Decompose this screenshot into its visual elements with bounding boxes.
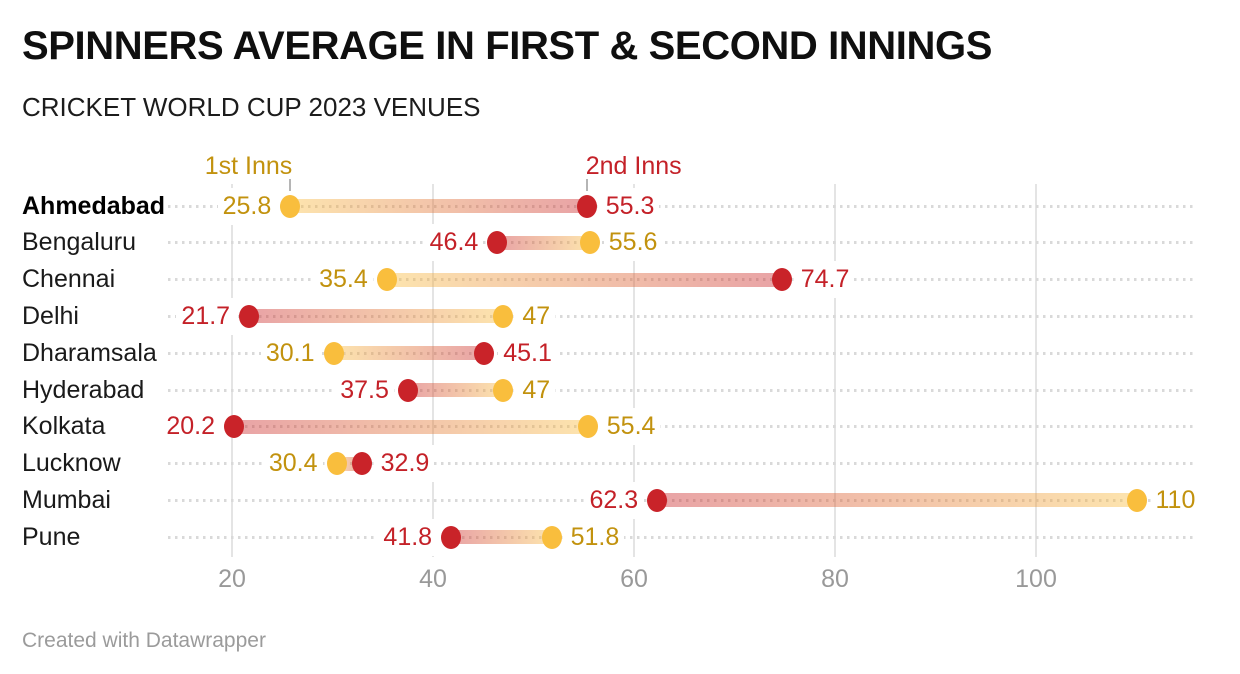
row-leader-line bbox=[168, 314, 1197, 318]
x-axis-tick-label: 20 bbox=[218, 565, 246, 593]
row-leader-line bbox=[168, 498, 1197, 502]
second-inns-value: 46.4 bbox=[424, 224, 484, 262]
second-inns-value: 74.7 bbox=[795, 261, 855, 299]
second-inns-dot bbox=[576, 194, 597, 218]
row-leader-line bbox=[168, 278, 1197, 282]
venue-row: Kolkata 20.2 55.4 bbox=[0, 408, 1240, 446]
second-inns-dot bbox=[647, 488, 668, 512]
row-leader-line bbox=[168, 462, 1197, 466]
first-inns-value: 25.8 bbox=[217, 187, 277, 225]
range-bar bbox=[657, 493, 1137, 508]
venue-row: Ahmedabad 25.8 55.3 bbox=[0, 187, 1240, 225]
first-inns-value: 30.1 bbox=[260, 334, 320, 372]
first-inns-value: 47 bbox=[517, 297, 556, 335]
venue-label: Ahmedabad bbox=[22, 191, 166, 220]
first-inns-value: 51.8 bbox=[565, 518, 625, 556]
range-bar bbox=[333, 346, 485, 361]
chart-subtitle: CRICKET WORLD CUP 2023 VENUES bbox=[22, 92, 481, 122]
legend-first-inns-label: 1st Inns bbox=[204, 152, 293, 180]
venue-label: Kolkata bbox=[22, 412, 106, 441]
first-inns-dot bbox=[376, 268, 397, 292]
legend-second-inns-label: 2nd Inns bbox=[585, 152, 682, 180]
venue-row: Mumbai 62.3 110 bbox=[0, 481, 1240, 519]
x-gridline bbox=[1035, 184, 1037, 557]
second-inns-value: 37.5 bbox=[335, 371, 394, 409]
first-inns-dot bbox=[541, 525, 562, 549]
row-leader-line bbox=[168, 535, 1197, 539]
venue-label: Hyderabad bbox=[22, 375, 145, 404]
x-axis-tick-label: 60 bbox=[620, 565, 648, 593]
venue-label: Lucknow bbox=[22, 449, 121, 478]
venue-label: Mumbai bbox=[22, 485, 111, 514]
row-leader-line bbox=[168, 425, 1197, 429]
datawrapper-attribution-link[interactable]: Created with Datawrapper bbox=[22, 629, 266, 652]
range-bar bbox=[234, 419, 588, 434]
second-inns-dot bbox=[239, 304, 260, 328]
second-inns-dot bbox=[351, 452, 372, 476]
first-inns-value: 35.4 bbox=[314, 261, 373, 299]
venue-row: Delhi 21.7 47 bbox=[0, 297, 1240, 335]
range-bar bbox=[290, 199, 587, 213]
venue-row: Pune 41.8 51.8 bbox=[0, 518, 1240, 556]
first-inns-dot bbox=[577, 415, 598, 439]
first-inns-dot bbox=[323, 341, 344, 365]
second-inns-dot bbox=[441, 525, 462, 549]
second-inns-dot bbox=[487, 231, 508, 255]
range-bar bbox=[407, 383, 504, 397]
row-leader-line bbox=[168, 241, 1197, 245]
venue-row: Bengaluru 46.4 55.6 bbox=[0, 224, 1240, 262]
first-inns-value: 30.4 bbox=[263, 445, 323, 483]
venue-row: Dharamsala 30.1 45.1 bbox=[0, 334, 1240, 372]
second-inns-dot bbox=[397, 378, 418, 402]
first-inns-dot bbox=[493, 304, 514, 328]
venue-row: Hyderabad 37.5 47 bbox=[0, 371, 1240, 409]
first-inns-value: 47 bbox=[517, 371, 556, 409]
second-inns-value: 41.8 bbox=[378, 518, 438, 556]
first-inns-value: 110 bbox=[1150, 481, 1201, 519]
chart-title: SPINNERS AVERAGE IN FIRST & SECOND INNIN… bbox=[22, 24, 992, 68]
second-inns-dot bbox=[771, 268, 792, 292]
second-inns-value: 55.3 bbox=[600, 187, 660, 225]
first-inns-value: 55.6 bbox=[603, 224, 663, 262]
second-inns-value: 21.7 bbox=[176, 297, 236, 335]
first-inns-dot bbox=[1126, 488, 1147, 512]
venue-label: Bengaluru bbox=[22, 228, 136, 257]
second-inns-value: 45.1 bbox=[498, 334, 557, 372]
second-inns-value: 20.2 bbox=[161, 408, 221, 446]
x-gridline bbox=[231, 184, 233, 557]
first-inns-dot bbox=[493, 378, 514, 402]
range-bar bbox=[386, 272, 782, 287]
first-inns-dot bbox=[579, 231, 600, 255]
x-axis-tick-label: 80 bbox=[821, 565, 849, 593]
first-inns-dot bbox=[326, 452, 347, 476]
first-inns-value: 55.4 bbox=[601, 408, 661, 446]
second-inns-dot bbox=[224, 415, 244, 439]
x-gridline bbox=[633, 184, 635, 557]
second-inns-value: 32.9 bbox=[375, 445, 435, 483]
second-inns-dot bbox=[474, 341, 495, 365]
venue-label: Dharamsala bbox=[22, 338, 157, 367]
venue-row: Chennai 35.4 74.7 bbox=[0, 261, 1240, 299]
venue-label: Pune bbox=[22, 522, 81, 551]
row-leader-line bbox=[168, 388, 1197, 392]
x-axis-tick-label: 100 bbox=[1015, 565, 1057, 593]
row-leader-line bbox=[168, 204, 1197, 208]
second-inns-value: 62.3 bbox=[584, 481, 644, 519]
x-gridline bbox=[834, 184, 836, 557]
legend-second-tick bbox=[585, 179, 588, 191]
x-axis-tick-label: 40 bbox=[419, 565, 447, 593]
x-gridline bbox=[432, 184, 434, 557]
legend-first-tick bbox=[289, 179, 292, 191]
venue-label: Chennai bbox=[22, 265, 116, 294]
range-bar bbox=[249, 309, 504, 324]
row-leader-line bbox=[168, 351, 1197, 355]
venue-label: Delhi bbox=[22, 301, 79, 330]
range-bar bbox=[451, 530, 552, 545]
venue-row: Lucknow 30.4 32.9 bbox=[0, 445, 1240, 483]
first-inns-dot bbox=[280, 194, 301, 218]
range-bar bbox=[497, 235, 590, 250]
